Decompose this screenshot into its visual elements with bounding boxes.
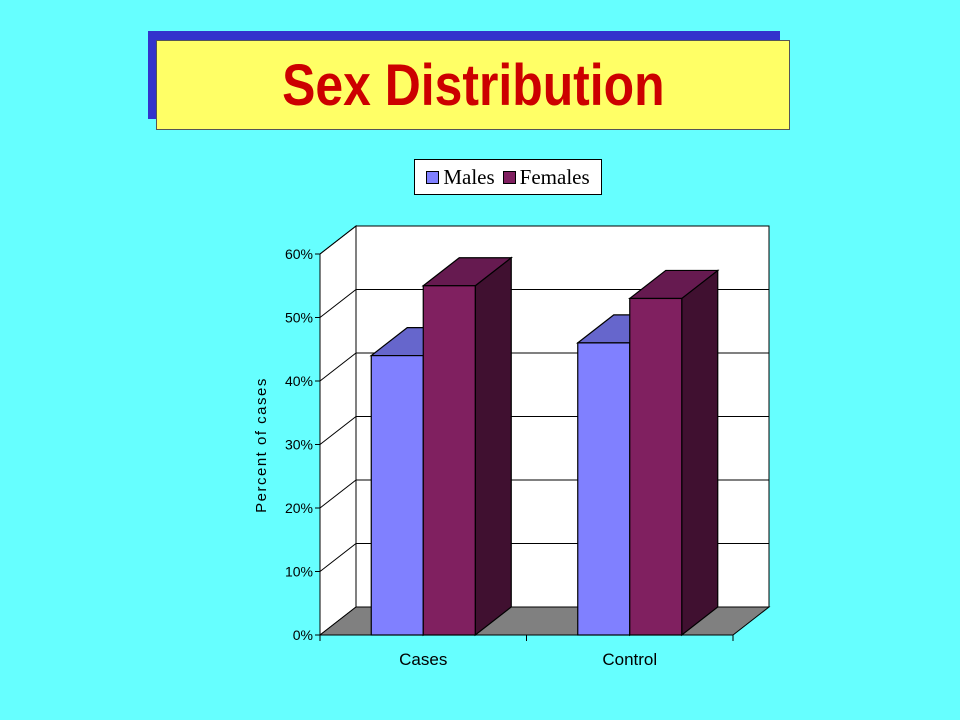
gridline xyxy=(319,289,769,318)
bar-side-females-cases xyxy=(474,256,512,637)
y-tick-label: 60% xyxy=(285,246,313,262)
y-tick-label: 30% xyxy=(285,437,313,453)
legend-swatch-females xyxy=(502,170,516,184)
chart-legend: Males Females xyxy=(414,159,602,195)
y-tick-label: 40% xyxy=(285,373,313,389)
legend-item-males: Males xyxy=(426,164,495,190)
legend-label-males: Males xyxy=(443,164,495,189)
y-tick-label: 0% xyxy=(293,627,313,643)
y-tick-label: 10% xyxy=(285,564,313,580)
y-tick-label: 20% xyxy=(285,500,313,516)
x-category-label: Control xyxy=(602,650,657,669)
title-banner: Sex Distribution xyxy=(156,40,790,130)
y-axis-title: Percent of cases xyxy=(253,377,270,513)
bar-side-females-control xyxy=(681,269,719,637)
bar-females-control xyxy=(629,297,683,636)
x-category-label: Cases xyxy=(399,650,447,669)
bar-males-control xyxy=(577,342,631,636)
legend-swatch-males xyxy=(426,170,440,184)
bar-females-cases xyxy=(422,285,476,636)
gridline xyxy=(319,225,769,255)
legend-item-females: Females xyxy=(502,164,590,190)
bar-males-cases xyxy=(370,355,424,636)
legend-label-females: Females xyxy=(519,164,590,189)
y-tick-label: 50% xyxy=(285,310,313,326)
slide-title: Sex Distribution xyxy=(281,52,665,118)
